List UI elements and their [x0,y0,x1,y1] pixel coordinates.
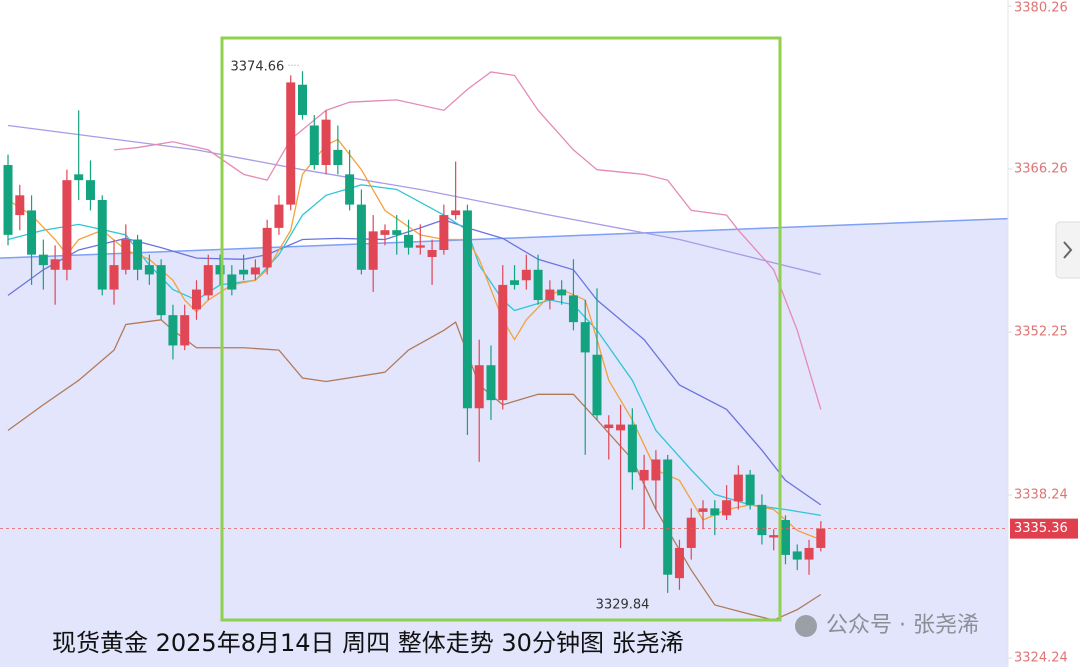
candle-body [321,119,331,166]
candle-body [203,265,213,296]
watermark-text: 公众号 · 张尧浠 [826,613,979,638]
candle-body [250,267,260,275]
y-tick-label: 3380.26 [1014,1,1068,16]
candle-body [15,195,25,216]
candle-body [710,508,720,516]
candle-body [533,269,543,301]
candle-body [486,365,496,401]
y-tick-label: 3324.24 [1014,651,1068,666]
candle-body [462,210,472,409]
candle-body [686,517,696,548]
candle-body [239,269,249,275]
chevron [1063,241,1073,259]
candle-body [616,424,626,431]
candle-body [639,469,649,481]
candle-body [604,424,614,429]
last-price-box [1010,518,1078,539]
candle-body [286,82,296,205]
candle-body [592,354,602,416]
last-price-label: 3335.36 [1014,521,1068,536]
candle-body [3,165,13,235]
candle-body [262,227,272,268]
candle-body [804,547,814,560]
candle-body [510,280,520,285]
candle-body [757,504,767,536]
candle-body [97,199,107,290]
watermark-icon [795,615,817,637]
candle-body [745,474,755,505]
y-tick-label: 3338.24 [1014,488,1068,503]
candle-body [298,84,308,115]
candle-body [156,265,166,316]
candle-body [380,230,390,235]
candle-body [74,174,84,181]
candle-body [368,231,378,270]
low-annotation: 3329.84 [596,597,650,612]
candle-body [404,234,414,248]
candle-body [392,230,402,235]
trend-area [0,218,1008,667]
candle-body [191,289,201,310]
candle-body [345,174,355,205]
candle-body [521,269,531,281]
candle-body [498,284,508,401]
candle-body [27,210,37,255]
candle-body [568,295,578,323]
candle-body [674,547,684,579]
candle-body [627,424,637,473]
candle-body [274,204,284,228]
candle-body [439,215,449,250]
candle-body [698,508,708,512]
indicator-line [7,138,822,541]
candle-body [451,210,461,216]
candle-body [168,315,178,346]
candles: 3374.66 3329.84 [0,60,1008,612]
candle-body [62,180,72,270]
indicator-line [113,71,822,410]
candle-body [109,265,119,290]
tab[interactable] [1055,221,1080,279]
candle-body [38,254,48,266]
candle-body [50,259,60,270]
candle-body [356,204,366,270]
candle-body [85,180,95,200]
candle-body [415,245,425,248]
candle-body [733,474,743,502]
price-axis: 3324.24 3338.24 3352.25 3366.26 3380.26 3335.… [1008,1,1078,666]
watermark: 公众号 · 张尧浠 [795,613,979,638]
candle-body [557,289,567,296]
candle-body [580,322,590,353]
candle-body [121,239,131,270]
candle-body [545,289,555,301]
candle-body [333,149,343,166]
candle-body [816,528,826,548]
indicator-line [7,124,821,276]
candle-body [133,239,143,270]
y-tick-label: 3366.26 [1014,161,1068,176]
candle-body [651,459,661,481]
high-annotation: 3374.66 [231,60,285,75]
candle-body [180,315,190,346]
indicator-line [7,319,822,621]
indicator-lines [7,71,822,621]
candle-body [215,265,225,275]
candle-body [780,520,790,555]
candle-body [474,365,484,409]
candle-body [144,265,154,275]
side-tab[interactable] [1055,221,1080,279]
chart-title: 现货黄金 2025年8月14日 周四 整体走势 30分钟图 张尧浠 [52,629,684,657]
indicator-line [7,219,822,506]
candle-body [722,500,732,516]
candle-body [309,125,319,166]
y-tick-label: 3352.25 [1014,325,1068,340]
candle-body [227,274,237,290]
highlight-box [220,36,782,622]
candle-body [769,535,779,538]
candle-body [663,459,673,575]
candle-body [792,551,802,560]
candle-body [427,249,437,257]
